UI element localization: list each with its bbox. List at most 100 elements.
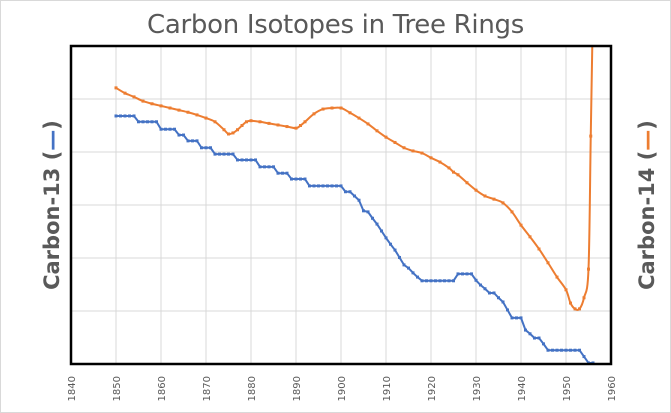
carbon-13-point (177, 133, 181, 137)
carbon-13-point (393, 248, 397, 252)
carbon-13-point (573, 348, 577, 352)
carbon-13-point (290, 177, 293, 181)
carbon-13-point (587, 361, 590, 364)
carbon-14-point (402, 146, 406, 150)
carbon-13-point (173, 127, 176, 131)
carbon-13-point (407, 266, 410, 270)
carbon-13-point (353, 194, 356, 198)
carbon-14-point (141, 99, 145, 103)
carbon-14-point (330, 106, 334, 110)
carbon-13-point (362, 209, 365, 213)
carbon-13-point (344, 190, 347, 194)
carbon-13-point (510, 316, 514, 320)
x-tick-label: 1850 (112, 376, 123, 401)
carbon-13-point (551, 348, 554, 352)
carbon-13-point (119, 114, 122, 118)
carbon-13-point (200, 146, 203, 150)
carbon-14-point (589, 134, 593, 138)
x-tick-label: 1840 (67, 376, 78, 401)
carbon-14-point (249, 119, 253, 123)
carbon-13-point (384, 236, 388, 240)
carbon-14-point (123, 91, 127, 95)
carbon-13-point (398, 255, 401, 259)
carbon-14-point (393, 140, 397, 144)
carbon-14-point (195, 113, 199, 117)
carbon-13-point (380, 229, 383, 233)
carbon-13-point (560, 348, 563, 352)
carbon-14-point (227, 132, 230, 136)
carbon-13-point (330, 184, 334, 188)
carbon-13-point (227, 152, 230, 156)
carbon-13-point (164, 127, 167, 131)
x-tick-label: 1920 (427, 376, 438, 401)
carbon-13-point (281, 171, 284, 175)
carbon-13-point (303, 177, 307, 181)
carbon-14-point (587, 267, 590, 271)
carbon-13-point (492, 291, 496, 295)
carbon-13-point (515, 316, 518, 320)
carbon-14-point (294, 126, 298, 130)
carbon-13-point (447, 279, 451, 283)
x-tick-label: 1960 (607, 376, 618, 401)
series-group (114, 46, 595, 364)
carbon-14-point (537, 247, 541, 251)
x-tick-label: 1860 (157, 376, 168, 401)
carbon-13-point (159, 127, 163, 131)
carbon-13-point (191, 139, 194, 143)
carbon-14-point (555, 275, 559, 279)
carbon-14-point (438, 160, 442, 164)
carbon-13-point (578, 348, 581, 352)
carbon-14-point (177, 108, 181, 112)
carbon-14-point (528, 235, 532, 239)
carbon-13-point (501, 300, 505, 304)
carbon-13-point (528, 332, 532, 336)
carbon-14-point (573, 307, 577, 311)
carbon-13-point (506, 308, 509, 312)
carbon-14-point (339, 106, 343, 110)
carbon-13-point (524, 328, 527, 332)
carbon-13-point (218, 152, 221, 156)
carbon-13-point (299, 177, 302, 181)
carbon-14-point (357, 116, 361, 120)
carbon-13-point (371, 216, 374, 220)
carbon-13-point (357, 198, 361, 202)
carbon-14-point (312, 112, 316, 116)
carbon-14-point (236, 128, 239, 132)
carbon-14-point (452, 170, 455, 174)
carbon-14-point (366, 122, 370, 126)
x-tick-label: 1910 (382, 376, 393, 401)
carbon-13-point (123, 114, 127, 118)
x-tick-label: 1890 (292, 376, 303, 401)
carbon-13-point (236, 158, 239, 162)
carbon-14-point (564, 288, 568, 292)
carbon-13-point (438, 279, 442, 283)
carbon-14-point (483, 194, 487, 198)
carbon-14-point (447, 166, 451, 170)
carbon-13-point (263, 165, 266, 169)
carbon-14-point (204, 116, 208, 120)
carbon-13-point (537, 336, 541, 340)
carbon-13-point (308, 184, 311, 188)
carbon-13-point (114, 114, 118, 118)
carbon-14-point (456, 173, 460, 177)
carbon-13-point (249, 158, 253, 162)
x-tick-label: 1940 (517, 376, 528, 401)
carbon-13-point (546, 348, 550, 352)
carbon-13-point (533, 336, 536, 340)
x-tick-label: 1950 (562, 376, 573, 401)
carbon-14-point (384, 135, 388, 139)
carbon-13-point (474, 278, 478, 282)
x-tick-label: 1930 (472, 376, 483, 401)
carbon-14-point (501, 201, 505, 205)
carbon-13-point (321, 184, 325, 188)
carbon-13-point (429, 279, 433, 283)
carbon-14-point (240, 124, 244, 127)
carbon-13-point (375, 222, 379, 226)
carbon-14-point (375, 129, 379, 133)
carbon-13-point (276, 171, 280, 175)
carbon-14-point (519, 223, 523, 227)
carbon-14-point (569, 301, 572, 305)
carbon-13-point (564, 348, 568, 352)
carbon-14-point (546, 261, 550, 265)
carbon-13-point (465, 272, 469, 276)
